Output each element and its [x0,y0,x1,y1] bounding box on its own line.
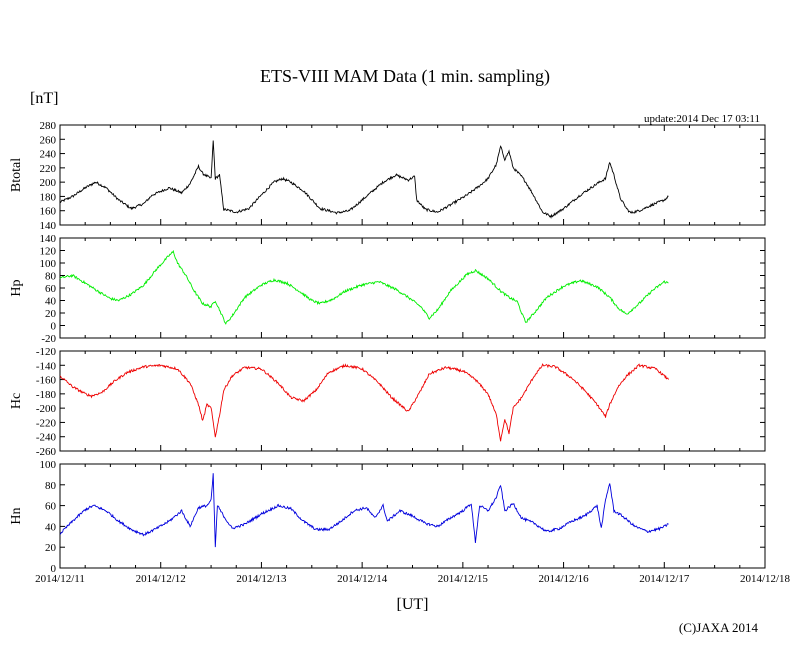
y-tick-label: 140 [40,233,57,245]
y-tick-label: 100 [40,258,57,270]
x-tick-label: 2014/12/18 [740,573,791,585]
y-tick-label: -240 [36,432,57,444]
y-tick-label: 60 [45,283,57,295]
copyright-notice: (C)JAXA 2014 [678,620,758,635]
series-line-hn [59,473,669,548]
y-unit-label: [nT] [30,90,59,107]
y-tick-label: 40 [45,296,57,308]
panel-label-hp: Hp [9,279,24,296]
panel-frame-btotal [59,124,766,226]
y-tick-label: 40 [45,521,57,533]
y-tick-label: 100 [40,459,57,471]
x-tick-label: 2014/12/17 [639,573,690,585]
y-tick-label: -200 [36,403,57,415]
series-line-btotal [59,140,669,219]
x-tick-label: 2014/12/16 [539,573,590,585]
chart-title: ETS-VIII MAM Data (1 min. sampling) [260,66,550,86]
panel-label-hc: Hc [9,393,24,409]
y-tick-label: 60 [45,501,57,513]
x-tick-label: 2014/12/11 [35,573,85,585]
y-tick-label: -140 [36,360,57,372]
y-tick-label: 240 [40,149,57,161]
y-tick-label: 20 [45,542,57,554]
y-tick-label: 220 [40,163,57,175]
y-tick-label: 20 [45,308,57,320]
panel-label-btotal: Btotal [9,158,24,192]
y-tick-label: 200 [40,177,57,189]
panel-label-hn: Hn [9,507,24,524]
y-tick-label: 80 [45,271,57,283]
x-axis-label: [UT] [397,596,429,613]
y-tick-label: 0 [51,563,57,575]
y-tick-label: -20 [41,333,56,345]
y-tick-label: 120 [40,246,57,258]
y-tick-label: 140 [40,220,57,232]
y-tick-label: 280 [40,120,57,132]
series-line-hp [59,249,669,325]
y-tick-label: 260 [40,134,57,146]
update-timestamp: update:2014 Dec 17 03:11 [644,113,760,125]
y-tick-label: 80 [45,480,57,492]
x-tick-label: 2014/12/12 [136,573,186,585]
y-tick-label: -120 [36,346,57,358]
y-tick-label: -260 [36,446,57,458]
y-tick-label: -220 [36,417,57,429]
y-tick-label: 160 [40,206,57,218]
x-tick-label: 2014/12/14 [337,573,388,585]
series-line-hc [59,363,669,442]
panel-frame-hp [59,237,766,339]
y-tick-label: -180 [36,389,57,401]
y-tick-label: 0 [51,321,57,333]
x-tick-label: 2014/12/13 [236,573,287,585]
y-tick-label: 180 [40,191,57,203]
x-tick-label: 2014/12/15 [438,573,489,585]
y-tick-label: -160 [36,375,57,387]
